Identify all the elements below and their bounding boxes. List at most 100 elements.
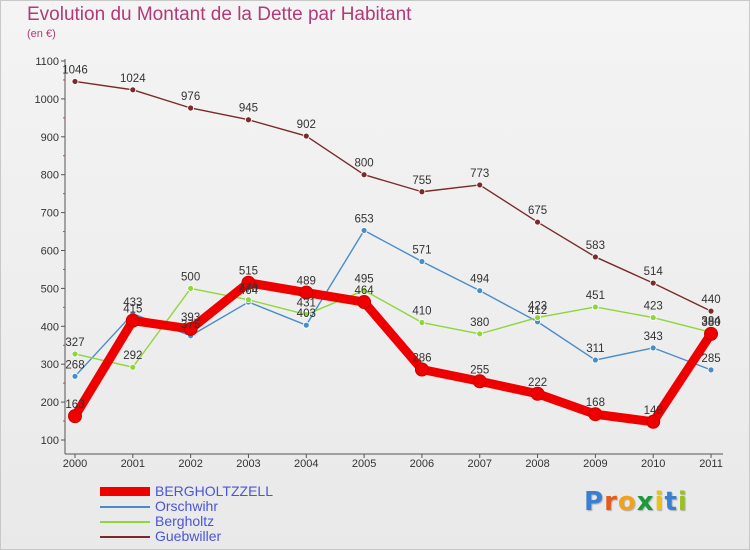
data-point [302, 311, 310, 318]
data-label: 148 [644, 405, 663, 417]
data-label: 343 [644, 331, 663, 343]
data-point [418, 188, 426, 196]
x-tick-label: 2000 [63, 458, 87, 470]
data-label: 1046 [62, 64, 88, 76]
data-label: 773 [470, 168, 489, 180]
data-point [187, 284, 195, 292]
data-point [125, 313, 140, 328]
data-point [476, 287, 484, 295]
logo-letter: P [584, 487, 605, 517]
legend-swatch [100, 505, 150, 508]
data-label: 500 [181, 271, 200, 283]
chart-subtitle: (en €) [27, 28, 56, 40]
data-point [476, 330, 484, 338]
x-tick-label: 2007 [467, 458, 491, 470]
data-point [418, 319, 426, 326]
logo-letter: o [617, 487, 637, 517]
data-label: 403 [297, 308, 316, 320]
data-point [360, 227, 368, 234]
data-label: 431 [297, 298, 316, 310]
data-label: 494 [470, 274, 490, 286]
x-tick-label: 2001 [121, 458, 145, 470]
chart-axes: 100 200 300 400 500 600 700 800 900 1000 1100 2000 2… [35, 56, 724, 470]
data-label: 412 [528, 305, 547, 317]
proxiti-logo: Proxiti [584, 487, 688, 517]
series-line-bergholtzzell [70, 278, 716, 427]
data-label: 311 [586, 343, 604, 355]
x-tick-label: 2002 [178, 458, 202, 470]
data-point [476, 181, 484, 189]
y-tick-label: 800 [41, 170, 59, 182]
data-point [414, 362, 429, 377]
data-point [707, 307, 715, 315]
legend-swatch [100, 520, 150, 523]
x-tick-label: 2009 [583, 458, 607, 470]
data-point [360, 171, 368, 179]
data-point [360, 286, 368, 294]
data-point [534, 314, 541, 321]
data-label: 515 [239, 266, 258, 278]
data-labels-layer: 1046 1024 976 945 902 800 755 773 675 583 514 440 26… [62, 64, 721, 416]
data-label: 675 [528, 205, 547, 217]
x-tick-label: 2010 [641, 458, 665, 470]
data-point [530, 386, 545, 401]
data-label: 755 [412, 175, 431, 187]
chart-title: Evolution du Montant de la Dette par Hab… [27, 4, 412, 25]
legend-label: BERGHOLTZZELL [155, 483, 273, 499]
data-point [302, 321, 310, 329]
logo-letter: x [636, 487, 655, 517]
data-label: 1024 [120, 73, 146, 85]
y-tick-label: 700 [41, 208, 59, 220]
data-label: 976 [181, 91, 200, 103]
series-line-orschwihr [74, 229, 712, 378]
x-tick-label: 2004 [294, 458, 318, 470]
data-label: 653 [355, 213, 374, 225]
data-label: 440 [701, 294, 720, 306]
data-label: 286 [412, 353, 431, 365]
y-tick-label: 100 [41, 435, 59, 447]
logo-letter: t [664, 487, 678, 517]
data-label: 393 [181, 312, 200, 324]
data-point [591, 356, 599, 364]
data-point [129, 363, 137, 371]
data-point [534, 218, 541, 226]
x-tick-label: 2003 [236, 458, 260, 470]
legend-swatch [100, 487, 150, 496]
data-point [591, 303, 599, 311]
data-label: 292 [123, 350, 142, 362]
logo-letter: i [654, 487, 665, 517]
data-label: 433 [123, 297, 142, 309]
y-tick-label: 200 [41, 397, 59, 409]
logo-letter: i [677, 487, 688, 517]
logo-letter: r [604, 487, 618, 517]
data-point [302, 132, 310, 140]
y-tick-label: 1000 [35, 94, 59, 106]
series-layer [68, 78, 719, 429]
data-label: 222 [528, 377, 547, 389]
y-tick-label: 1100 [35, 56, 59, 68]
data-label: 800 [355, 158, 374, 170]
data-label: 902 [297, 119, 316, 131]
y-tick-label: 500 [41, 283, 59, 295]
data-point [245, 296, 252, 304]
data-label: 495 [355, 273, 374, 285]
data-label: 285 [701, 353, 720, 365]
data-label: 384 [701, 315, 721, 327]
data-label: 423 [528, 301, 547, 313]
data-point [646, 414, 661, 429]
data-point [649, 314, 657, 321]
data-point [68, 409, 82, 424]
data-point [71, 372, 79, 380]
data-label: 255 [470, 364, 489, 376]
data-label: 514 [644, 266, 664, 278]
data-label: 327 [65, 337, 84, 349]
data-point [591, 253, 599, 261]
legend-label: Bergholtz [155, 513, 215, 529]
y-tick-label: 600 [41, 246, 59, 258]
data-label: 163 [65, 399, 84, 411]
y-tick-label: 300 [41, 359, 59, 371]
series-line-guebwiller [74, 80, 712, 312]
data-point [357, 295, 372, 310]
data-point [129, 86, 137, 94]
